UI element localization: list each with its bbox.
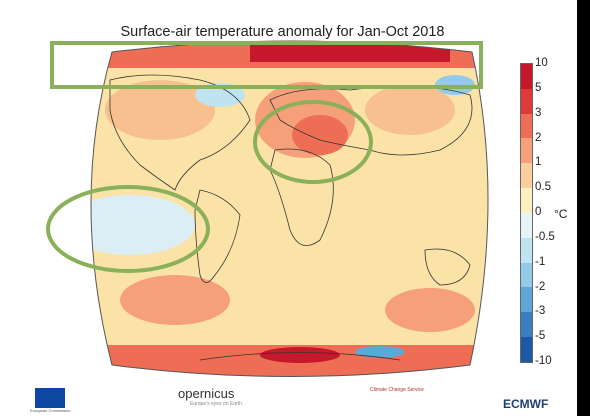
eu-logo-text: European Commission: [30, 408, 71, 413]
africa-outline: [269, 148, 334, 247]
colorbar-tick-label: 1: [535, 156, 542, 169]
australia-outline: [424, 248, 471, 286]
copernicus-logo: opernicus Europe's eyes on Earth: [178, 386, 242, 407]
colorbar-tick-label: -3: [535, 305, 546, 318]
colorbar-segment: [521, 113, 532, 139]
copernicus-logo-sub: Europe's eyes on Earth: [190, 401, 242, 407]
colorbar-segment: [521, 237, 532, 263]
colorbar-segment: [521, 287, 532, 313]
colorbar-tick-label: -5: [535, 330, 546, 343]
colorbar-segment: [521, 64, 532, 89]
antarctic-hot-region: [260, 347, 340, 363]
north-america-outline: [109, 74, 251, 191]
colorbar-tick-label: -0.5: [535, 230, 555, 243]
colorbar-tick-label: 5: [535, 81, 542, 94]
arctic-hot-region: [250, 41, 450, 62]
right-edge-strip: [577, 0, 590, 416]
middle-east-warm-region: [292, 115, 348, 155]
colorbar-tick-label: -2: [535, 280, 546, 293]
colorbar-tick-label: 3: [535, 106, 542, 119]
asia-region: [365, 85, 455, 135]
colorbar-segment: [521, 312, 532, 338]
c3s-logo: Climate Change Service: [370, 387, 424, 393]
colorbar-segment: [521, 163, 532, 189]
north-america-region: [105, 80, 215, 140]
map-title: Surface-air temperature anomaly for Jan-…: [120, 24, 445, 40]
copernicus-logo-text: opernicus: [178, 386, 235, 401]
ecmwf-logo: ECMWF: [503, 397, 549, 411]
pacific-cool-region: [91, 195, 195, 255]
eu-flag-logo: [35, 388, 65, 408]
colorbar-segment: [521, 337, 532, 362]
highlight-pacific-ellipse: [46, 185, 210, 273]
colorbar-segment: [521, 262, 532, 288]
south-america-outline: [194, 189, 241, 283]
colorbar-unit: °C: [554, 207, 568, 221]
colorbar-tick-label: 2: [535, 131, 542, 144]
colorbar-tick-label: 0: [535, 206, 542, 218]
colorbar-segment: [521, 212, 532, 238]
colorbar-tick-label: -1: [535, 255, 546, 268]
antarctica-outline: [199, 352, 401, 361]
eurasia-outline: [269, 85, 473, 156]
colorbar-segment: [521, 188, 532, 213]
south-indian-warm: [385, 288, 475, 332]
antarctic-cool-region: [355, 346, 405, 358]
colorbar-tick-label: -10: [535, 355, 552, 367]
colorbar-segment: [521, 138, 532, 164]
colorbar: [520, 63, 533, 363]
colorbar-tick-label: 0.5: [535, 181, 551, 194]
south-pacific-warm: [120, 275, 230, 325]
highlight-europe-ellipse: [253, 100, 373, 184]
footer-logos: [0, 378, 577, 416]
highlight-arctic-box: [50, 41, 483, 89]
colorbar-tick-label: 10: [535, 57, 548, 69]
colorbar-segment: [521, 88, 532, 114]
